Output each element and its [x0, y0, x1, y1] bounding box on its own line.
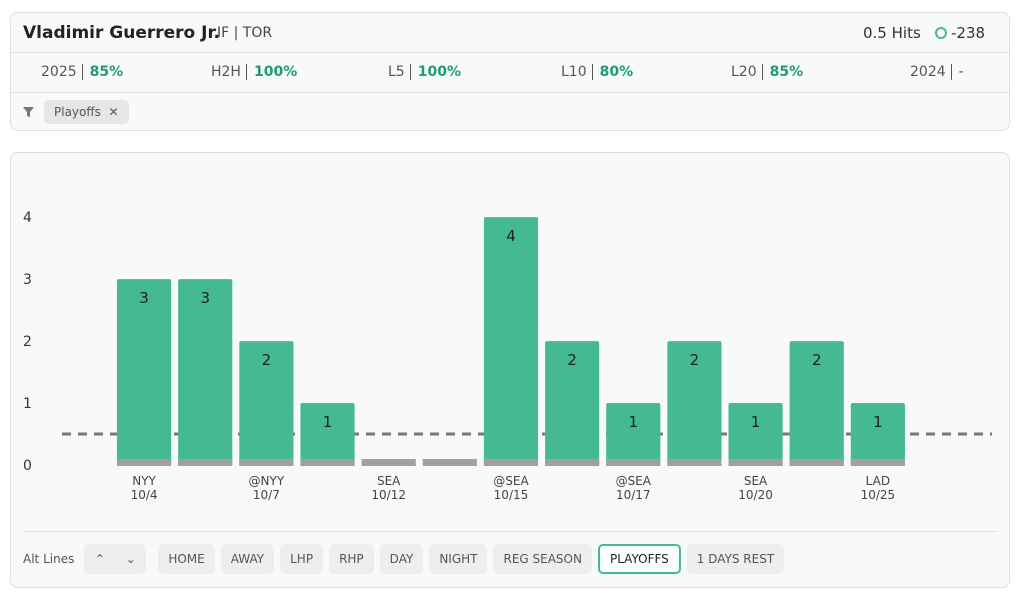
x-tick-label: NYY	[132, 474, 156, 488]
alt-lines-label: Alt Lines	[23, 552, 75, 566]
stat-label: L20	[731, 64, 757, 80]
stat: H2H 100%	[211, 64, 298, 80]
x-tick-label: 10/20	[738, 488, 773, 502]
x-tick-label: SEA	[744, 474, 768, 488]
alt-lines-stepper[interactable]: ⌃ ⌄	[84, 544, 147, 574]
bar	[850, 403, 905, 466]
value-label: 2	[262, 351, 272, 369]
bar-base	[361, 459, 416, 466]
stat: L20 85%	[731, 64, 804, 80]
odds-icon	[935, 27, 947, 39]
bar	[545, 341, 600, 466]
filter-button[interactable]: REG SEASON	[493, 544, 592, 574]
x-tick-label: 10/4	[131, 488, 158, 502]
bar-base	[667, 459, 722, 466]
x-tick-label: LAD	[866, 474, 890, 488]
bar-base	[422, 459, 477, 466]
bar-base	[728, 459, 783, 466]
stat-label: H2H	[211, 64, 241, 80]
bar	[178, 279, 233, 466]
value-label: 3	[200, 289, 210, 307]
x-tick-label: 10/15	[494, 488, 529, 502]
stat-value: 80%	[591, 64, 634, 80]
filter-chip-label: Playoffs	[54, 105, 101, 119]
filter-button[interactable]: AWAY	[220, 544, 275, 574]
bar-base	[178, 459, 233, 466]
y-tick-label: 2	[23, 334, 32, 350]
x-tick-label: 10/12	[371, 488, 406, 502]
stat-value: 100%	[245, 64, 298, 80]
stat-value: 85%	[81, 64, 124, 80]
filter-icon	[23, 107, 34, 117]
x-tick-label: @SEA	[616, 474, 652, 488]
x-tick-label: 10/25	[861, 488, 896, 502]
filter-button[interactable]: HOME	[158, 544, 215, 574]
stat-value: 100%	[409, 64, 461, 80]
y-tick-label: 1	[23, 396, 32, 412]
stat: 2025 85%	[41, 64, 124, 80]
filter-button[interactable]: DAY	[379, 544, 424, 574]
player-name: Vladimir Guerrero Jr.	[23, 23, 220, 43]
bar-base	[789, 459, 844, 466]
stat-value: 85%	[761, 64, 804, 80]
value-label: 3	[139, 289, 149, 307]
y-tick-label: 3	[23, 272, 32, 288]
controls: Alt Lines ⌃ ⌄ HOME AWAY LHP RHP DAY NIGHT REG S…	[23, 543, 785, 575]
odds: -238	[951, 24, 986, 42]
divider	[11, 92, 1009, 93]
player-card: Vladimir Guerrero Jr. IF | TOR 0.5 Hits …	[10, 12, 1010, 131]
value-label: 2	[567, 351, 577, 369]
x-tick-label: @NYY	[249, 474, 285, 488]
filter-button[interactable]: NIGHT	[429, 544, 488, 574]
y-tick-label: 0	[23, 458, 32, 474]
value-label: 1	[873, 413, 883, 431]
stat: L5 100%	[388, 64, 461, 80]
value-label: 2	[690, 351, 700, 369]
player-info: IF | TOR	[217, 25, 273, 41]
y-tick-label: 4	[23, 210, 32, 226]
bar-base	[300, 459, 355, 466]
x-tick-label: 10/7	[253, 488, 280, 502]
value-label: 1	[751, 413, 761, 431]
bar-base	[606, 459, 661, 466]
bar	[117, 279, 172, 466]
bar	[239, 341, 294, 466]
x-tick-label: @SEA	[493, 474, 529, 488]
value-label: 1	[323, 413, 333, 431]
filter-button[interactable]: LHP	[280, 544, 324, 574]
bar	[483, 217, 539, 466]
filter-chip[interactable]: Playoffs ✕	[44, 100, 129, 124]
x-tick-label: 10/17	[616, 488, 651, 502]
bar	[606, 403, 661, 466]
bar	[728, 403, 783, 466]
stat: L10 80%	[561, 64, 634, 80]
filter-button[interactable]: RHP	[329, 544, 374, 574]
value-label: 4	[506, 227, 516, 245]
stat-label: L10	[561, 64, 587, 80]
divider	[11, 52, 1009, 53]
filter-button[interactable]: 1 DAYS REST	[686, 544, 785, 574]
value-label: 1	[629, 413, 639, 431]
filter-button[interactable]: PLAYOFFS	[597, 544, 681, 574]
bar	[300, 403, 355, 466]
value-label: 2	[812, 351, 822, 369]
bar-base	[850, 459, 905, 466]
prop: 0.5 Hits	[863, 24, 921, 42]
stat-label: 2024	[910, 64, 946, 80]
stat-label: 2025	[41, 64, 77, 80]
stat-value: -	[950, 64, 964, 80]
divider	[23, 531, 997, 532]
bar	[667, 341, 722, 466]
x-tick-label: SEA	[377, 474, 401, 488]
bar-base	[483, 459, 539, 466]
bar	[789, 341, 844, 466]
bar-base	[545, 459, 600, 466]
stat-label: L5	[388, 64, 405, 80]
bar-base	[239, 459, 294, 466]
bar-base	[117, 459, 172, 466]
stat: 2024-	[910, 64, 964, 80]
